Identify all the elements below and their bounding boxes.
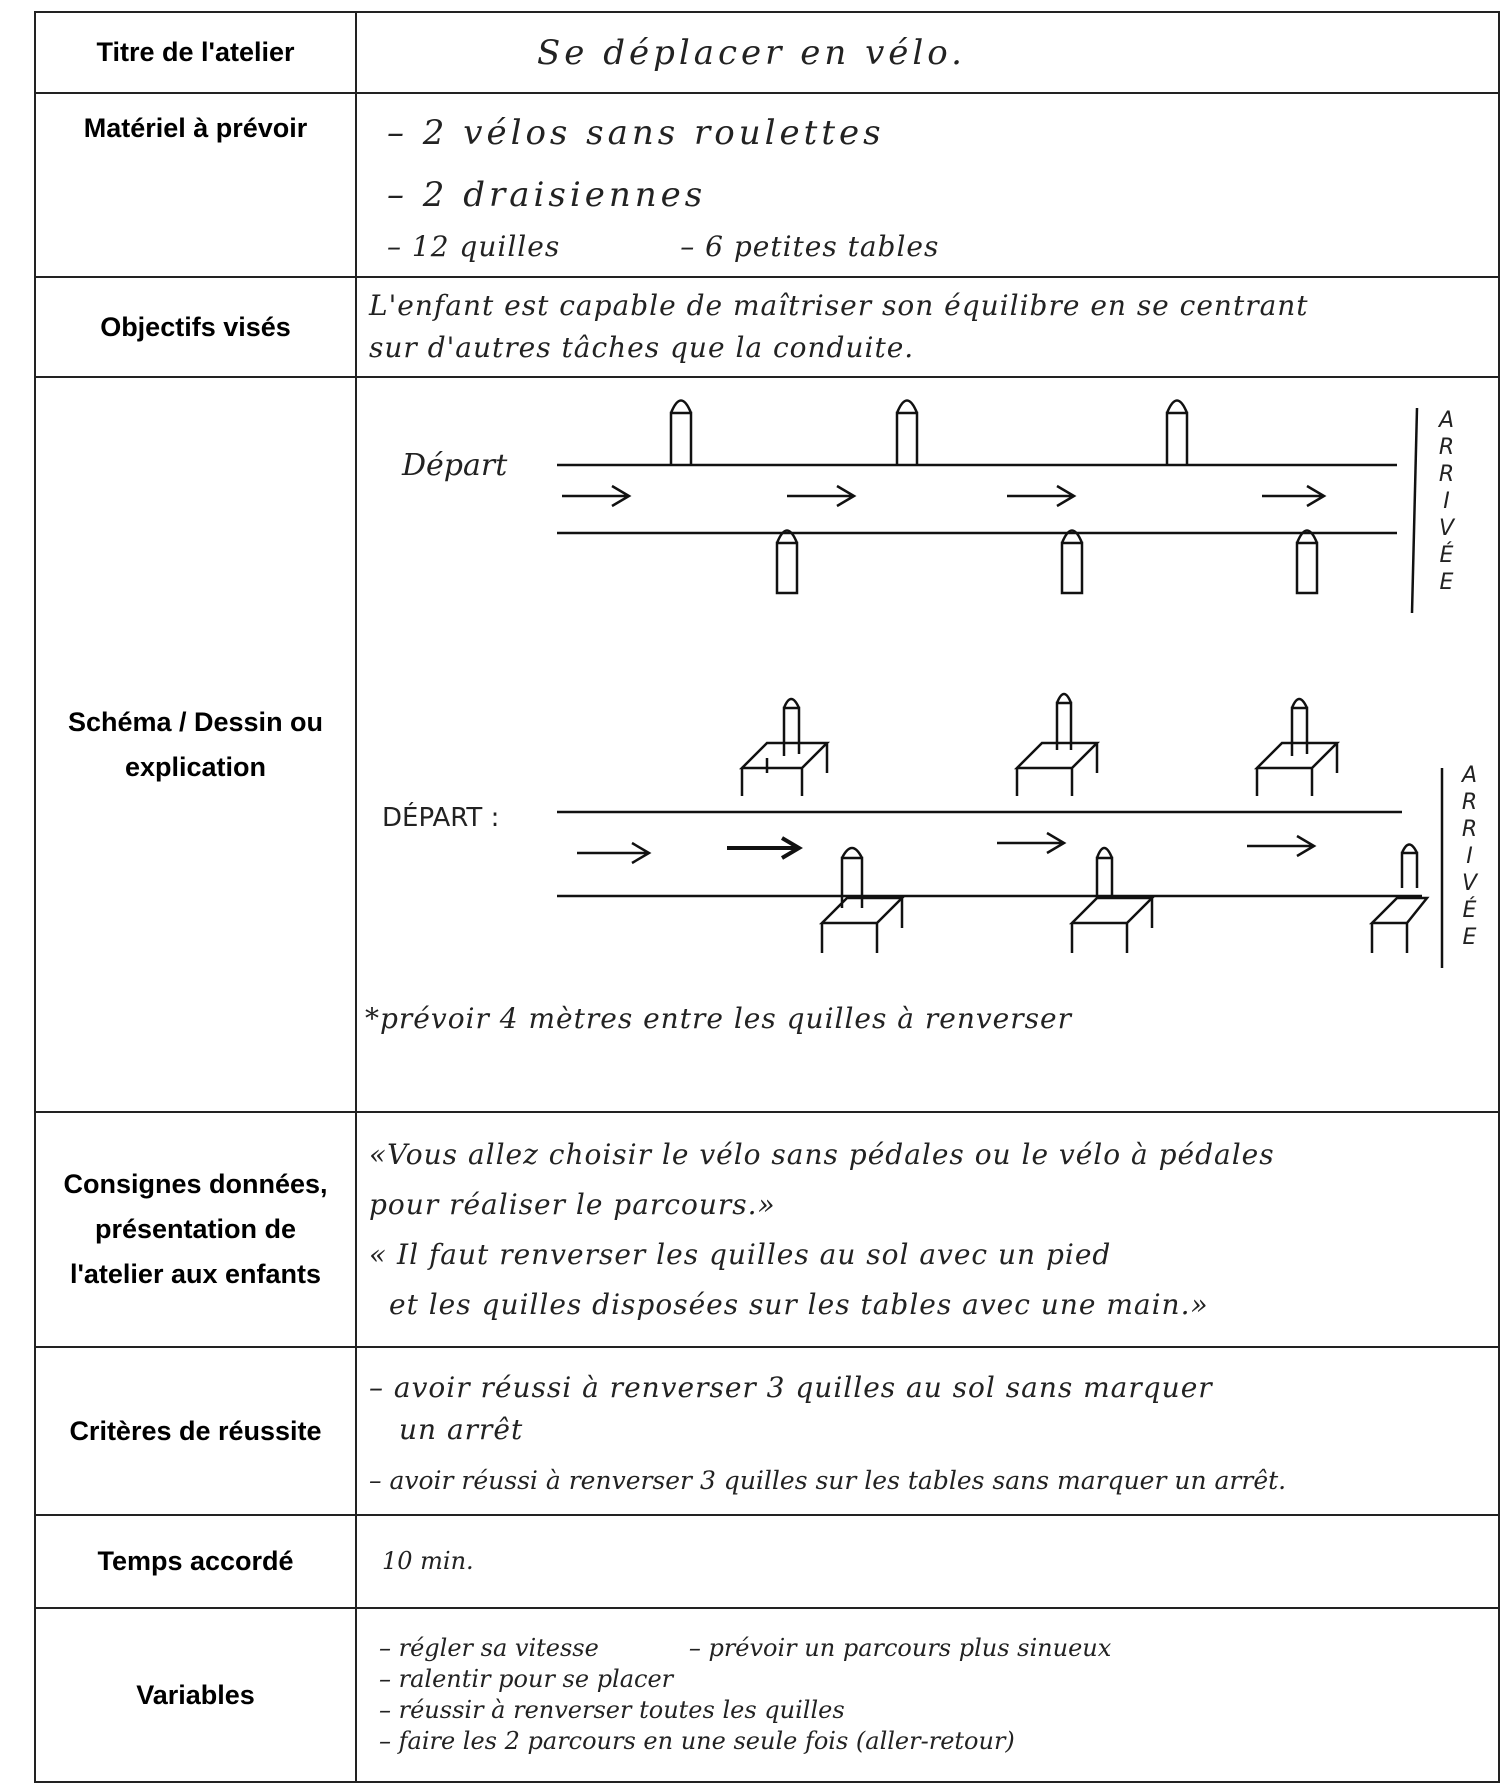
row-content: «Vous allez choisir le vélo sans pédales… (355, 1111, 1500, 1348)
row-content: – 2 vélos sans roulettes – 2 draisiennes… (355, 92, 1500, 278)
text-line: – régler sa vitesse (379, 1634, 599, 1662)
text-line: 10 min. (382, 1547, 474, 1575)
text-line: – ralentir pour se placer (379, 1665, 674, 1693)
row-content: Se déplacer en vélo. (355, 11, 1500, 94)
row-label: Critères de réussite (34, 1346, 357, 1516)
start-label: DÉPART : (382, 803, 500, 833)
text-line: – avoir réussi à renverser 3 quilles au … (369, 1370, 1213, 1404)
row: Schéma / Dessin ou explication (34, 376, 1500, 1113)
text-line: – 2 vélos sans roulettes (387, 113, 885, 153)
text-line: – avoir réussi à renverser 3 quilles sur… (369, 1465, 1287, 1495)
text-line: Se déplacer en vélo. (537, 32, 966, 73)
form-table: Titre de l'atelier Se déplacer en vélo. … (34, 11, 1500, 1783)
text-line-pair: – 12 quilles – 6 petites tables (387, 226, 1498, 268)
text-line: – prévoir un parcours plus sinueux (688, 1634, 1112, 1662)
row-content: L'enfant est capable de maîtriser son éq… (355, 276, 1500, 378)
pins (669, 399, 1319, 595)
row: Titre de l'atelier Se déplacer en vélo. (34, 11, 1500, 94)
row-label: Matériel à prévoir (34, 92, 357, 278)
finish-label: ARRIVÉE (1457, 763, 1482, 952)
row: Matériel à prévoir – 2 vélos sans roulet… (34, 92, 1500, 278)
arrows (577, 831, 1317, 865)
text-line: – 6 petites tables (680, 230, 940, 263)
course-1 (557, 399, 1419, 614)
text-line: – faire les 2 parcours en une seule fois… (379, 1727, 1015, 1755)
schema-drawing (557, 399, 1444, 968)
row-content: – avoir réussi à renverser 3 quilles au … (355, 1346, 1500, 1516)
text-line: – 2 draisiennes (387, 175, 707, 215)
row-content: 10 min. (355, 1514, 1500, 1609)
text-line: « Il faut renverser les quilles au sol a… (369, 1237, 1112, 1271)
arrows (562, 484, 1327, 508)
text-line: sur d'autres tâches que la conduite. (369, 331, 915, 364)
text-line: «Vous allez choisir le vélo sans pédales… (369, 1137, 1275, 1171)
row: Critères de réussite – avoir réussi à re… (34, 1346, 1500, 1516)
row-label: Titre de l'atelier (34, 11, 357, 94)
row: Variables – régler sa vitesse – prévoir u… (34, 1607, 1500, 1783)
schema-cell: Départ ARRIVÉE DÉPART : ARRIVÉE *prévoir… (355, 376, 1500, 1113)
start-label: Départ (402, 448, 508, 483)
tables-with-pins (738, 692, 1430, 953)
text-line: – 12 quilles (387, 230, 561, 263)
row: Objectifs visés L'enfant est capable de … (34, 276, 1500, 378)
row: Temps accordé 10 min. (34, 1514, 1500, 1609)
text-line: pour réaliser le parcours.» (369, 1187, 776, 1221)
row-label: Schéma / Dessin ou explication (34, 376, 357, 1113)
text-line: – réussir à renverser toutes les quilles (379, 1696, 845, 1724)
finish-label: ARRIVÉE (1434, 408, 1459, 597)
row: Consignes données, présentation de l'ate… (34, 1111, 1500, 1348)
row-label: Variables (34, 1607, 357, 1783)
schema-note: *prévoir 4 mètres entre les quilles à re… (365, 1002, 1072, 1035)
row-content: – régler sa vitesse – prévoir un parcours… (355, 1607, 1500, 1783)
text-line: un arrêt (399, 1412, 524, 1446)
text-line-pair: – régler sa vitesse – prévoir un parcours… (379, 1633, 1498, 1664)
course-2 (557, 692, 1444, 968)
text-line: L'enfant est capable de maîtriser son éq… (369, 289, 1309, 322)
row-label: Consignes données, présentation de l'ate… (34, 1111, 357, 1348)
row-label: Temps accordé (34, 1514, 357, 1609)
finish-line (1410, 407, 1419, 614)
text-line: et les quilles disposées sur les tables … (389, 1287, 1209, 1321)
row-label: Objectifs visés (34, 276, 357, 378)
